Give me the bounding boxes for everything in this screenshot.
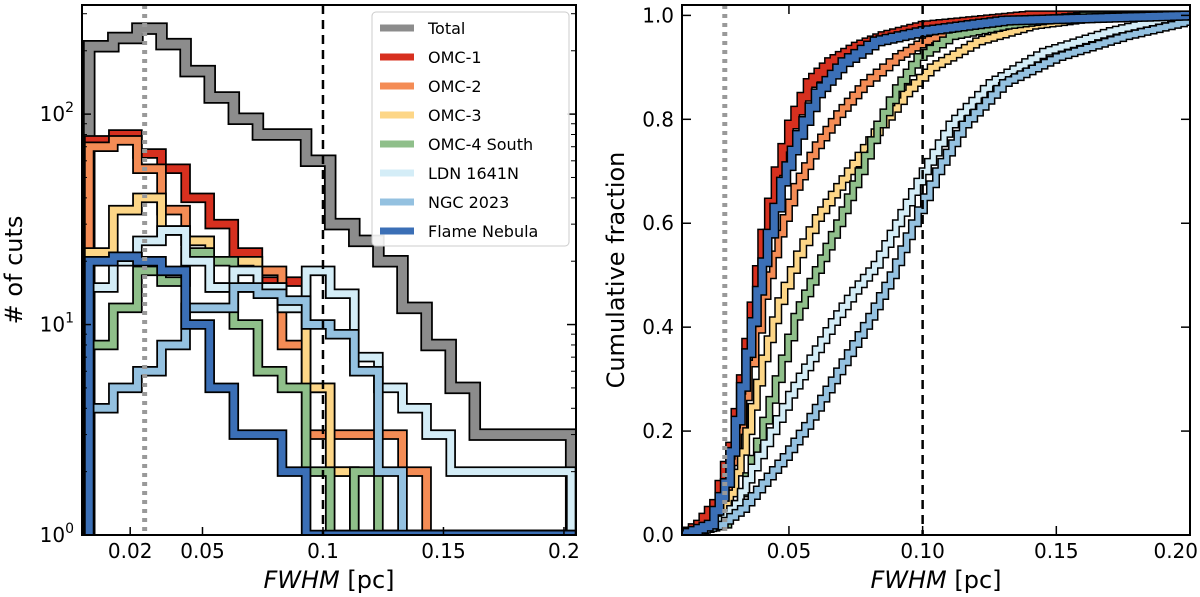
cumulative-x-ticks: 0.05 0.10 0.15 0.20 xyxy=(767,5,1198,563)
hist-series-total xyxy=(82,22,576,535)
cumulative-panel: 0.05 0.10 0.15 0.20 0.0 0.2 0.4 0.6 0.8 1.0 FWHM… xyxy=(602,3,1198,594)
cumulative-reference-lines xyxy=(722,5,924,535)
cdf-line-ldn-1641n xyxy=(682,12,1190,535)
histogram-axes-frame xyxy=(81,4,577,536)
cdf-series-ldn-1641n xyxy=(682,11,1190,535)
legend-item-omc-3: OMC-3 xyxy=(380,106,482,125)
legend: Total OMC-1 OMC-2 OMC-3 OMC-4 South LDN 1641N… xyxy=(371,11,570,247)
cumulative-y-tick-label: 0.0 xyxy=(642,523,674,547)
cumulative-y-tick-label: 1.0 xyxy=(642,3,674,27)
legend-label: OMC-3 xyxy=(428,106,482,125)
legend-frame xyxy=(371,11,570,247)
legend-label: Total xyxy=(427,19,465,38)
legend-label: LDN 1641N xyxy=(428,164,519,183)
hist-series-ngc-2023 xyxy=(83,282,576,535)
legend-label: Flame Nebula xyxy=(428,222,538,241)
legend-label: OMC-1 xyxy=(428,48,482,67)
histogram-x-tick-label: 0.1 xyxy=(307,539,339,563)
legend-label: OMC-2 xyxy=(428,77,482,96)
cumulative-y-tick-label: 0.8 xyxy=(642,107,674,131)
cumulative-x-tick-label: 0.10 xyxy=(900,539,945,563)
histogram-y-tick-label: 100 xyxy=(40,521,74,547)
legend-label: NGC 2023 xyxy=(428,193,509,212)
histogram-x-tick-label: 0.2 xyxy=(548,539,580,563)
histogram-y-axis-label: # of cuts xyxy=(0,216,28,325)
cumulative-x-tick-label: 0.15 xyxy=(1034,539,1079,563)
legend-label: OMC-4 South xyxy=(428,135,533,154)
cumulative-y-tick-label: 0.2 xyxy=(642,419,674,443)
hist-step-ldn-1641n xyxy=(85,226,575,535)
hist-step-omc-4-south xyxy=(85,248,575,535)
histogram-x-ticks: 0.02 0.05 0.1 0.15 0.2 xyxy=(108,527,580,563)
cumulative-axes-frame xyxy=(681,4,1191,536)
hist-series-flame-nebula xyxy=(83,251,576,535)
legend-item-omc-1: OMC-1 xyxy=(380,48,482,67)
legend-item-omc-4-south: OMC-4 South xyxy=(380,135,533,154)
histogram-x-label-unit: [pc] xyxy=(340,566,395,594)
cumulative-x-axis-label: FWHM [pc] xyxy=(870,566,1001,594)
histogram-x-tick-label: 0.15 xyxy=(421,539,466,563)
hist-series-ldn-1641n xyxy=(83,225,576,535)
histogram-y-tick-label: 101 xyxy=(40,311,74,337)
legend-item-flame-nebula: Flame Nebula xyxy=(380,222,538,241)
cumulative-y-tick-label: 0.6 xyxy=(642,211,674,235)
cumulative-y-ticks: 0.0 0.2 0.4 0.6 0.8 1.0 xyxy=(642,3,1190,547)
histogram-x-label-variable: FWHM xyxy=(263,566,340,594)
cdf-line-flame-nebula xyxy=(682,12,1190,535)
legend-item-omc-2: OMC-2 xyxy=(380,77,482,96)
histogram-panel: 0.02 0.05 0.1 0.15 0.2 100 101 102 FWHM [pc] #… xyxy=(0,4,580,594)
histogram-x-tick-label: 0.05 xyxy=(180,539,225,563)
histogram-x-axis-label: FWHM [pc] xyxy=(263,566,394,594)
cumulative-series-group xyxy=(682,10,1190,535)
cumulative-x-tick-label: 0.05 xyxy=(767,539,812,563)
hist-series-omc-4-south xyxy=(83,247,576,535)
histogram-y-ticks: 100 101 102 xyxy=(40,13,576,547)
cumulative-y-tick-label: 0.4 xyxy=(642,315,674,339)
cdf-series-ngc-2023 xyxy=(682,18,1190,535)
cdf-line-ngc-2023 xyxy=(682,19,1190,535)
histogram-series-group xyxy=(82,22,576,535)
hist-step-ngc-2023 xyxy=(85,284,575,535)
cdf-series-flame-nebula xyxy=(682,10,1190,535)
cumulative-y-axis-label: Cumulative fraction xyxy=(602,152,630,389)
histogram-reference-lines xyxy=(142,5,325,535)
histogram-y-tick-label: 102 xyxy=(40,100,74,126)
legend-item-ldn-1641n: LDN 1641N xyxy=(380,164,519,183)
legend-item-total: Total xyxy=(380,19,465,38)
cumulative-x-label-unit: [pc] xyxy=(947,566,1002,594)
cumulative-x-tick-label: 0.20 xyxy=(1153,539,1198,563)
hist-step-flame-nebula xyxy=(85,253,575,535)
hist-step-total xyxy=(84,24,576,535)
legend-item-ngc-2023: NGC 2023 xyxy=(380,193,509,212)
histogram-x-tick-label: 0.02 xyxy=(108,539,153,563)
cumulative-x-label-variable: FWHM xyxy=(870,566,947,594)
